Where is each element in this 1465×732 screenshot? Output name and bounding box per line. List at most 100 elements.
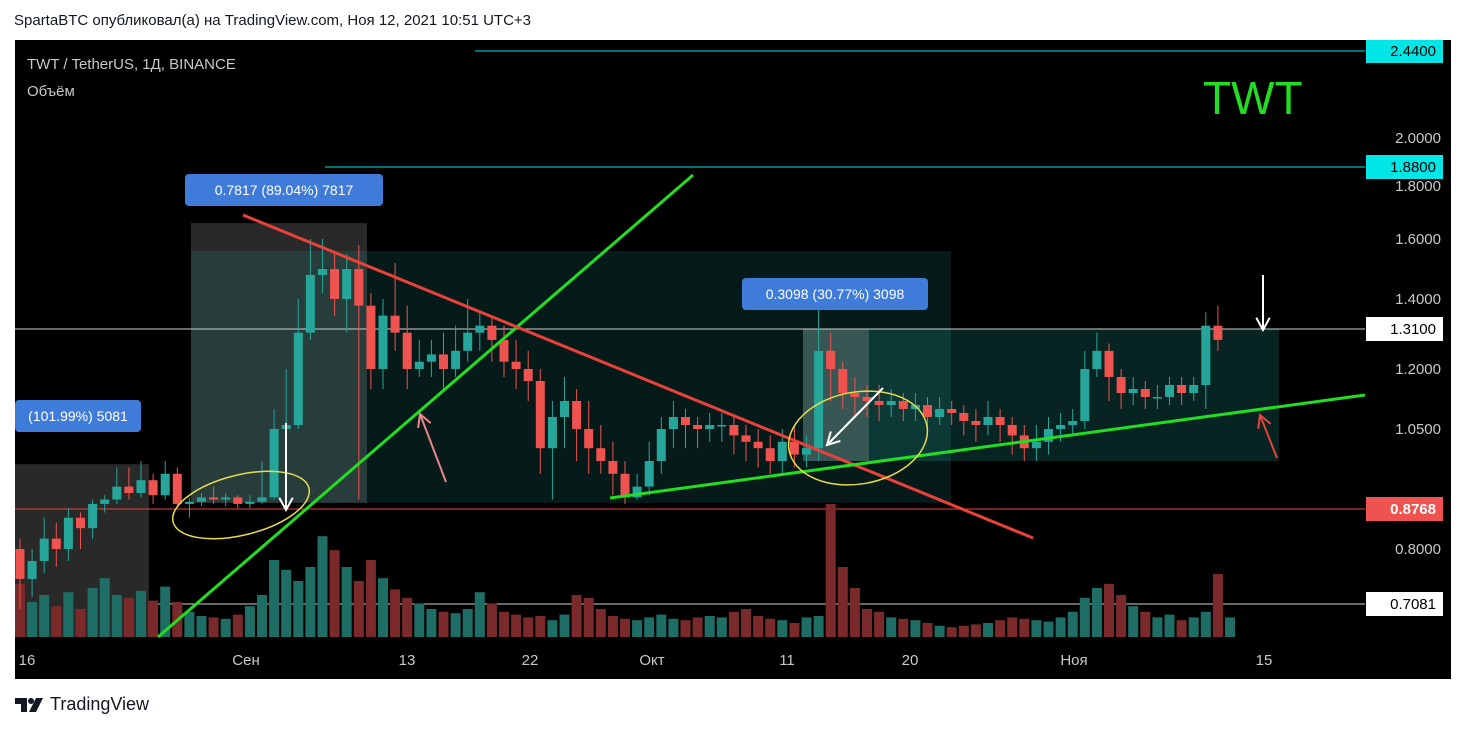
ascending-support-line bbox=[609, 393, 1366, 500]
volume-bar bbox=[148, 600, 159, 637]
candle-body bbox=[1201, 325, 1211, 385]
volume-bar bbox=[668, 618, 679, 637]
candle-body bbox=[826, 350, 836, 369]
volume-bars bbox=[15, 504, 1235, 637]
time-tick-label: 22 bbox=[522, 652, 539, 669]
up-arrow-1 bbox=[417, 412, 447, 483]
price-tag-box bbox=[1366, 592, 1443, 616]
volume-bar bbox=[934, 625, 945, 637]
volume-bar bbox=[946, 627, 957, 637]
candle-body bbox=[100, 499, 110, 504]
candle-body bbox=[1056, 425, 1066, 429]
volume-bar bbox=[1128, 606, 1139, 637]
candle-body bbox=[1104, 350, 1114, 377]
volume-bar bbox=[160, 586, 171, 637]
candle-body bbox=[705, 425, 715, 429]
publisher-header: SpartaBTC опубликовал(а) на TradingView.… bbox=[14, 12, 532, 29]
volume-bar bbox=[329, 550, 340, 637]
volume-bar bbox=[1091, 588, 1102, 637]
volume-bar bbox=[27, 602, 38, 637]
volume-bar bbox=[1164, 614, 1175, 637]
candle-body bbox=[1007, 425, 1017, 436]
time-tick-label: 20 bbox=[902, 652, 919, 669]
highlight-ellipse-2 bbox=[787, 390, 929, 486]
volume-bar bbox=[208, 617, 219, 637]
candle-body bbox=[1165, 385, 1174, 397]
price-tag-box bbox=[1366, 155, 1443, 179]
volume-bar bbox=[123, 597, 134, 637]
candle-body bbox=[1092, 350, 1102, 369]
volume-bar bbox=[1067, 611, 1078, 637]
arrow-head bbox=[417, 412, 432, 429]
volume-bar bbox=[995, 620, 1006, 637]
volume-bar bbox=[656, 614, 667, 637]
volume-bar bbox=[87, 588, 98, 637]
price-tag: 0.7081 bbox=[1366, 592, 1443, 616]
candle-body bbox=[439, 354, 448, 369]
volume-bar bbox=[63, 592, 74, 637]
price-tag: 0.8768 bbox=[1366, 497, 1443, 521]
candle-body bbox=[112, 486, 122, 500]
candle-body bbox=[354, 269, 364, 306]
candle-body bbox=[402, 332, 412, 369]
candle-body bbox=[971, 421, 981, 425]
candle-body bbox=[136, 480, 146, 493]
candle-body bbox=[802, 448, 811, 455]
volume-bar bbox=[583, 597, 594, 637]
candle-body bbox=[414, 361, 424, 369]
volume-bar bbox=[970, 624, 981, 637]
candle-body bbox=[535, 381, 545, 449]
volume-bar bbox=[353, 581, 364, 637]
price-tag: 2.4400 bbox=[1366, 40, 1443, 63]
volume-bar bbox=[595, 609, 606, 637]
volume-bar bbox=[75, 609, 86, 637]
volume-bar bbox=[244, 606, 255, 637]
volume-bar bbox=[51, 606, 62, 637]
range-label-box bbox=[15, 400, 141, 432]
candle-body bbox=[124, 486, 134, 493]
candle-body bbox=[681, 417, 690, 425]
candle-body bbox=[342, 269, 352, 299]
candle-body bbox=[499, 339, 509, 362]
volume-bar bbox=[910, 620, 921, 637]
arrow-head bbox=[278, 497, 294, 513]
volume-bar bbox=[486, 603, 497, 637]
chart-frame[interactable]: (101.99%) 5081 0.7817 (89.04%) 7817 0.3098… bbox=[15, 40, 1451, 679]
candle-body bbox=[1031, 441, 1041, 449]
volume-bar bbox=[1007, 617, 1018, 637]
range-zones bbox=[15, 223, 1279, 637]
volume-bar bbox=[438, 611, 449, 637]
candle-body bbox=[850, 393, 860, 397]
volume-bar bbox=[414, 603, 425, 637]
volume-bar bbox=[1188, 617, 1199, 637]
volume-bar bbox=[1019, 618, 1030, 637]
tradingview-logo[interactable]: TradingView bbox=[14, 694, 149, 715]
candlestick-chart[interactable]: (101.99%) 5081 0.7817 (89.04%) 7817 0.3098… bbox=[15, 40, 1451, 679]
candle-body bbox=[233, 497, 243, 504]
candle-body bbox=[1189, 385, 1199, 393]
volume-bar bbox=[741, 609, 751, 637]
candle-body bbox=[76, 517, 85, 529]
range-label-box bbox=[185, 174, 383, 206]
candle-body bbox=[862, 397, 872, 401]
candle-body bbox=[269, 429, 279, 498]
candle-body bbox=[1080, 369, 1090, 421]
candle-body bbox=[330, 269, 340, 299]
candle-body bbox=[523, 369, 533, 381]
arrow-head bbox=[1257, 413, 1272, 430]
candle-body bbox=[596, 448, 606, 461]
candle-body bbox=[814, 350, 824, 449]
price-tick-label: 1.2000 bbox=[1395, 361, 1441, 378]
candle-body bbox=[257, 497, 267, 502]
volume-bar bbox=[958, 625, 969, 637]
volume-bar bbox=[462, 609, 473, 637]
highlight-ellipse-1 bbox=[171, 470, 311, 540]
volume-bar bbox=[813, 616, 824, 637]
candle-body bbox=[608, 461, 618, 474]
time-tick-label: Окт bbox=[639, 652, 664, 669]
volume-bar bbox=[607, 616, 618, 637]
price-tick-label: 1.6000 bbox=[1395, 231, 1441, 248]
price-tag-text: 1.8800 bbox=[1390, 159, 1436, 176]
candle-body bbox=[197, 497, 206, 502]
volume-bar bbox=[692, 617, 703, 637]
